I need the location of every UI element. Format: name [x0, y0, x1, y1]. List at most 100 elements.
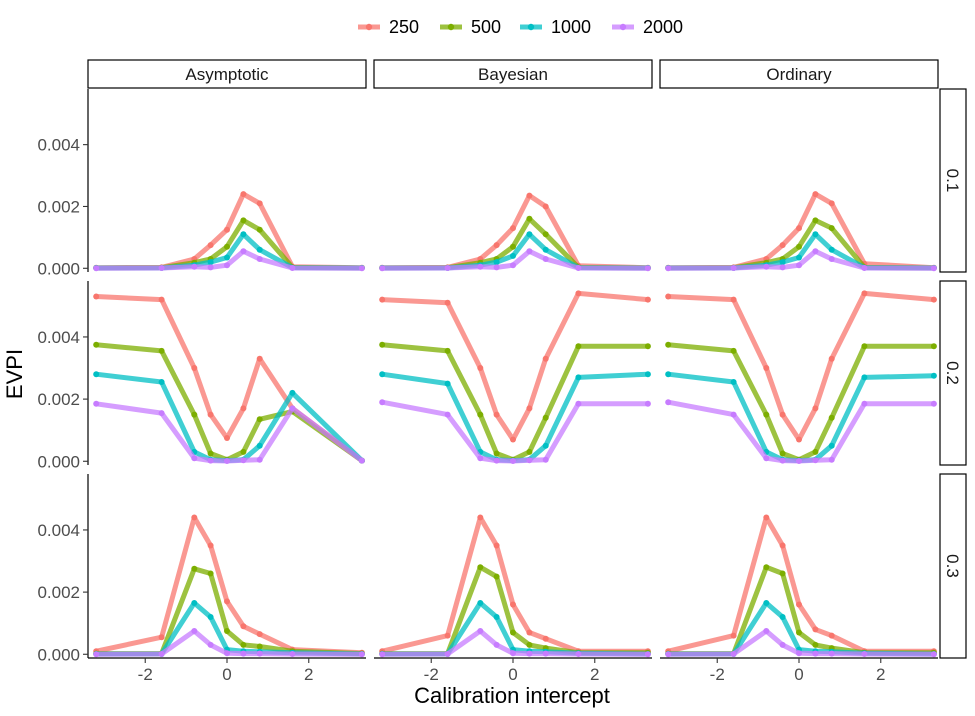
data-point-1000: [289, 389, 296, 396]
legend-item-250: 250: [358, 17, 419, 37]
data-point-1000: [256, 442, 263, 449]
data-point-500: [93, 341, 100, 348]
data-point-500: [575, 343, 582, 350]
data-point-250: [224, 598, 230, 605]
y-tick-label: 0.002: [37, 583, 80, 602]
data-point-1000: [379, 371, 386, 378]
data-point-500: [158, 347, 165, 354]
row-strip-label: 0.1: [943, 169, 962, 193]
data-point-1000: [493, 614, 500, 620]
data-point-2000: [796, 262, 802, 269]
x-tick-label: -2: [138, 665, 153, 684]
data-point-2000: [444, 411, 451, 418]
data-point-500: [796, 243, 802, 250]
data-point-250: [665, 293, 672, 300]
legend-label: 250: [389, 17, 419, 37]
data-point-2000: [493, 264, 500, 271]
data-point-500: [240, 448, 247, 455]
series-line-250: [665, 290, 937, 442]
data-point-250: [207, 411, 214, 418]
legend-label: 1000: [551, 17, 591, 37]
data-point-2000: [379, 651, 386, 658]
data-point-2000: [930, 400, 937, 407]
panel-bayesian-0.1: [379, 192, 651, 272]
data-point-2000: [763, 263, 770, 270]
data-point-1000: [240, 231, 247, 238]
series-line-1000: [665, 371, 937, 464]
data-point-1000: [477, 600, 484, 606]
data-point-2000: [510, 650, 516, 657]
data-point-2000: [240, 248, 247, 255]
data-point-1000: [510, 252, 516, 259]
panel-ordinary-0.2: [665, 290, 937, 464]
data-point-1000: [828, 246, 835, 253]
data-point-500: [256, 643, 263, 650]
data-point-2000: [207, 264, 214, 271]
data-point-250: [158, 296, 165, 303]
data-point-500: [207, 450, 214, 457]
x-tick-label: -2: [710, 665, 725, 684]
data-point-2000: [191, 628, 198, 634]
data-point-2000: [930, 265, 937, 272]
data-point-250: [779, 542, 786, 549]
data-point-500: [256, 226, 263, 233]
data-point-2000: [224, 458, 230, 464]
data-point-250: [861, 290, 868, 297]
data-point-500: [644, 343, 651, 350]
y-tick-label: 0.004: [37, 328, 80, 347]
column-strip: Asymptotic: [87, 59, 367, 89]
x-tick-label: 2: [876, 665, 885, 684]
panel-ordinary-0.3: [665, 514, 937, 658]
data-point-1000: [256, 246, 263, 253]
data-point-2000: [812, 457, 819, 464]
data-point-2000: [575, 265, 582, 271]
data-point-2000: [796, 650, 802, 657]
data-point-2000: [812, 650, 819, 657]
panel-asymptotic-0.3: [93, 514, 365, 658]
data-point-1000: [779, 259, 786, 266]
data-point-500: [542, 414, 549, 421]
data-point-250: [542, 203, 549, 210]
column-strip-label: Ordinary: [766, 65, 832, 84]
data-point-250: [256, 355, 263, 362]
data-point-500: [477, 564, 484, 571]
data-point-250: [779, 242, 786, 249]
data-point-2000: [510, 262, 516, 269]
data-point-250: [493, 542, 500, 549]
data-point-500: [861, 343, 868, 350]
data-point-1000: [207, 259, 214, 266]
data-point-250: [763, 514, 770, 521]
data-point-250: [828, 355, 835, 362]
x-tick-label: 2: [304, 665, 313, 684]
data-point-250: [240, 405, 247, 412]
y-tick-label: 0.004: [37, 521, 80, 540]
legend-key-point: [447, 23, 455, 31]
data-point-250: [256, 200, 263, 207]
legend-item-1000: 1000: [520, 17, 591, 37]
y-axis: 0.000 0.002 0.004: [37, 474, 89, 664]
data-point-2000: [358, 651, 365, 658]
data-point-2000: [289, 405, 296, 412]
data-point-500: [444, 347, 451, 354]
data-point-500: [930, 343, 937, 350]
data-point-500: [526, 215, 533, 222]
column-strip-label: Asymptotic: [185, 65, 269, 84]
data-point-500: [493, 573, 500, 580]
data-point-2000: [779, 457, 786, 464]
column-strip-box: [373, 59, 653, 89]
data-point-250: [542, 355, 549, 362]
data-point-2000: [665, 399, 672, 406]
x-tick-label: -2: [424, 665, 439, 684]
x-axis-title: Calibration intercept: [414, 683, 610, 708]
data-point-2000: [477, 628, 484, 634]
y-tick-label: 0.002: [37, 197, 80, 216]
data-point-250: [526, 629, 533, 636]
data-point-2000: [526, 248, 533, 255]
row-strip-label: 0.2: [943, 361, 962, 385]
data-point-2000: [224, 650, 230, 657]
x-tick-label: 0: [794, 665, 803, 684]
data-point-2000: [730, 411, 737, 418]
data-point-500: [812, 641, 819, 648]
data-point-500: [779, 570, 786, 577]
